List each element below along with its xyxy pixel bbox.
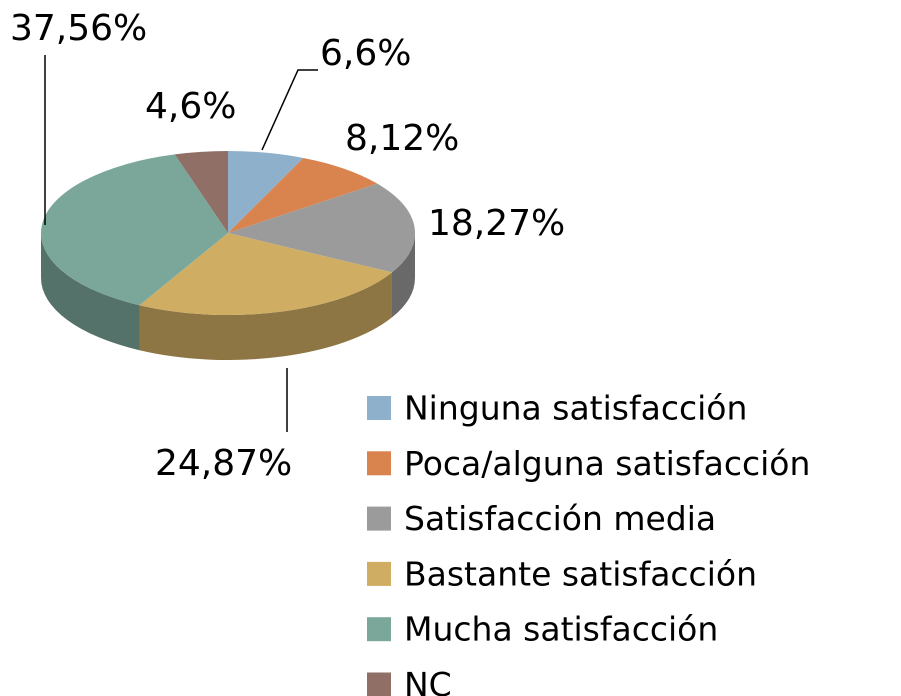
legend-swatch: [367, 617, 391, 642]
legend-label: Bastante satisfacción: [404, 554, 757, 593]
data-label: 8,12%: [345, 118, 459, 159]
pie-slice: [228, 183, 415, 273]
legend-swatch: [367, 506, 391, 531]
pie-slice-side: [139, 272, 392, 360]
legend-swatch: [367, 396, 391, 420]
pie-sides: [41, 233, 415, 360]
pie-slice: [174, 151, 228, 233]
pie-slice: [228, 151, 304, 233]
leader-lines: [44, 55, 318, 432]
data-label: 6,6%: [320, 33, 411, 74]
legend-label: NC: [404, 665, 452, 696]
legend-swatch: [367, 672, 391, 696]
leader-line: [261, 69, 318, 151]
legend-label: Ninguna satisfacción: [404, 389, 747, 428]
pie-tops: [41, 151, 415, 315]
pie-slice: [228, 157, 378, 233]
legend-label: Poca/alguna satisfacción: [404, 444, 810, 483]
legend-label: Mucha satisfacción: [404, 610, 718, 649]
pie-slice: [41, 154, 228, 306]
data-label: 4,6%: [145, 86, 236, 127]
legend-swatch: [367, 561, 391, 586]
data-labels: 6,6% 8,12% 18,27% 24,87% 37,56% 4,6%: [10, 8, 565, 484]
legend: Ninguna satisfacción Poca/alguna satisfac…: [367, 389, 810, 696]
data-label: 37,56%: [10, 8, 147, 49]
legend-label: Satisfacción media: [404, 499, 716, 538]
pie-slice-side: [41, 233, 140, 351]
legend-swatch: [367, 451, 391, 476]
data-label: 18,27%: [428, 203, 565, 244]
pie-slice: [139, 233, 392, 315]
pie-slice-side: [391, 233, 415, 318]
data-label: 24,87%: [155, 443, 292, 484]
